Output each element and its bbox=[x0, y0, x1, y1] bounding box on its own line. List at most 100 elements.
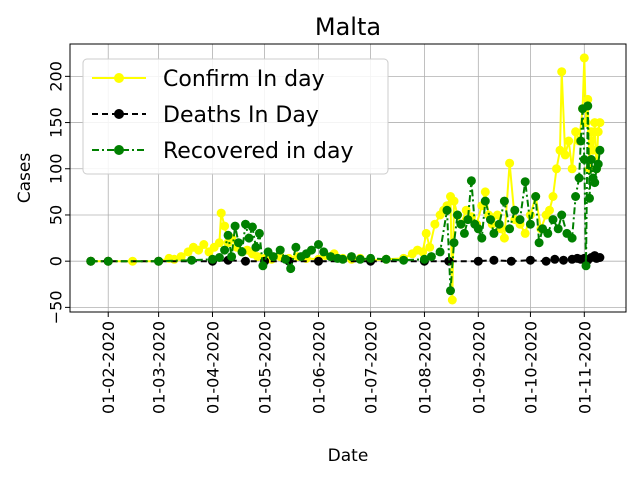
data-point bbox=[505, 158, 515, 168]
plot-frame bbox=[69, 43, 627, 313]
data-point bbox=[585, 193, 594, 203]
y-tick-label: 200 bbox=[47, 61, 66, 92]
data-point bbox=[338, 254, 348, 264]
x-tick-label: 01-10-2020 bbox=[521, 321, 540, 414]
data-point bbox=[399, 255, 409, 265]
data-point bbox=[548, 215, 558, 225]
data-point bbox=[449, 238, 459, 248]
data-point bbox=[154, 256, 164, 266]
data-point bbox=[220, 245, 230, 255]
legend-swatch-marker bbox=[114, 73, 124, 83]
data-point bbox=[227, 252, 237, 262]
data-point bbox=[473, 256, 483, 266]
data-point bbox=[590, 178, 600, 188]
x-tick-label: 01-05-2020 bbox=[256, 321, 275, 414]
data-point bbox=[499, 196, 509, 206]
data-point bbox=[560, 150, 570, 160]
data-point bbox=[254, 228, 264, 238]
legend-label: Deaths In Day bbox=[163, 103, 319, 128]
x-tick-label: 01-07-2020 bbox=[362, 321, 381, 414]
data-point bbox=[525, 255, 535, 265]
data-point bbox=[223, 230, 233, 240]
data-point bbox=[176, 252, 186, 262]
data-point bbox=[576, 136, 586, 146]
data-point bbox=[567, 164, 577, 174]
data-point bbox=[449, 196, 459, 206]
data-point bbox=[588, 145, 598, 155]
data-point bbox=[564, 136, 574, 146]
legend-item: Confirm In day bbox=[92, 67, 325, 92]
data-point bbox=[480, 196, 490, 206]
data-point bbox=[355, 254, 365, 264]
data-point bbox=[506, 256, 516, 266]
data-point bbox=[247, 222, 257, 232]
y-tick-label: −50 bbox=[47, 290, 66, 324]
data-point bbox=[86, 256, 96, 266]
data-point bbox=[444, 256, 454, 266]
legend-label: Recovered in day bbox=[163, 139, 354, 164]
data-point bbox=[489, 228, 499, 238]
data-point bbox=[234, 238, 243, 248]
data-point bbox=[595, 118, 605, 128]
data-point bbox=[187, 255, 197, 265]
data-point bbox=[499, 233, 509, 243]
x-tick-label: 01-02-2020 bbox=[99, 321, 118, 414]
data-point bbox=[230, 221, 240, 231]
x-tick-label: 01-09-2020 bbox=[469, 321, 488, 414]
data-point bbox=[557, 67, 567, 77]
data-point bbox=[494, 219, 504, 229]
data-point bbox=[586, 155, 596, 164]
chart-title: Malta bbox=[315, 13, 381, 41]
data-point bbox=[531, 192, 541, 201]
data-point bbox=[366, 253, 376, 263]
data-point bbox=[326, 252, 336, 262]
y-axis-title: Cases bbox=[15, 153, 35, 204]
data-point bbox=[486, 215, 495, 225]
data-point bbox=[347, 252, 356, 262]
data-point bbox=[251, 242, 261, 252]
data-point bbox=[199, 240, 209, 249]
data-point bbox=[275, 245, 285, 255]
data-point bbox=[268, 252, 278, 262]
data-point bbox=[541, 256, 551, 266]
data-point bbox=[595, 253, 605, 262]
data-point bbox=[419, 254, 429, 264]
data-point bbox=[447, 295, 457, 305]
data-point bbox=[459, 228, 469, 238]
y-tick-label: 150 bbox=[47, 107, 66, 138]
data-point bbox=[244, 233, 254, 243]
data-point bbox=[477, 233, 487, 243]
data-point bbox=[557, 210, 567, 220]
data-point bbox=[545, 205, 554, 215]
data-point bbox=[286, 264, 296, 274]
legend-swatch-marker bbox=[114, 109, 124, 119]
data-point bbox=[208, 254, 217, 264]
data-point bbox=[510, 205, 520, 215]
y-tick-label: 0 bbox=[47, 256, 66, 266]
x-tick-label: 01-11-2020 bbox=[575, 321, 594, 414]
data-point bbox=[489, 255, 499, 265]
data-point bbox=[520, 177, 530, 187]
y-tick-label: 50 bbox=[47, 205, 66, 225]
data-point bbox=[453, 210, 462, 220]
data-point bbox=[307, 245, 316, 255]
data-point bbox=[571, 192, 581, 201]
data-point bbox=[214, 238, 224, 248]
data-point bbox=[281, 254, 290, 264]
data-point bbox=[456, 219, 466, 229]
legend-box bbox=[82, 58, 389, 175]
data-point bbox=[579, 53, 589, 63]
x-tick-label: 01-06-2020 bbox=[309, 321, 328, 414]
series-2 bbox=[86, 101, 605, 296]
data-point bbox=[574, 173, 584, 183]
data-point bbox=[426, 252, 436, 262]
data-point bbox=[425, 242, 435, 252]
data-point bbox=[525, 219, 535, 229]
data-point bbox=[291, 242, 301, 252]
data-point bbox=[505, 224, 515, 234]
y-tick-label: 100 bbox=[47, 153, 66, 184]
data-point bbox=[553, 224, 563, 234]
data-point bbox=[534, 238, 544, 248]
data-point bbox=[550, 254, 560, 264]
